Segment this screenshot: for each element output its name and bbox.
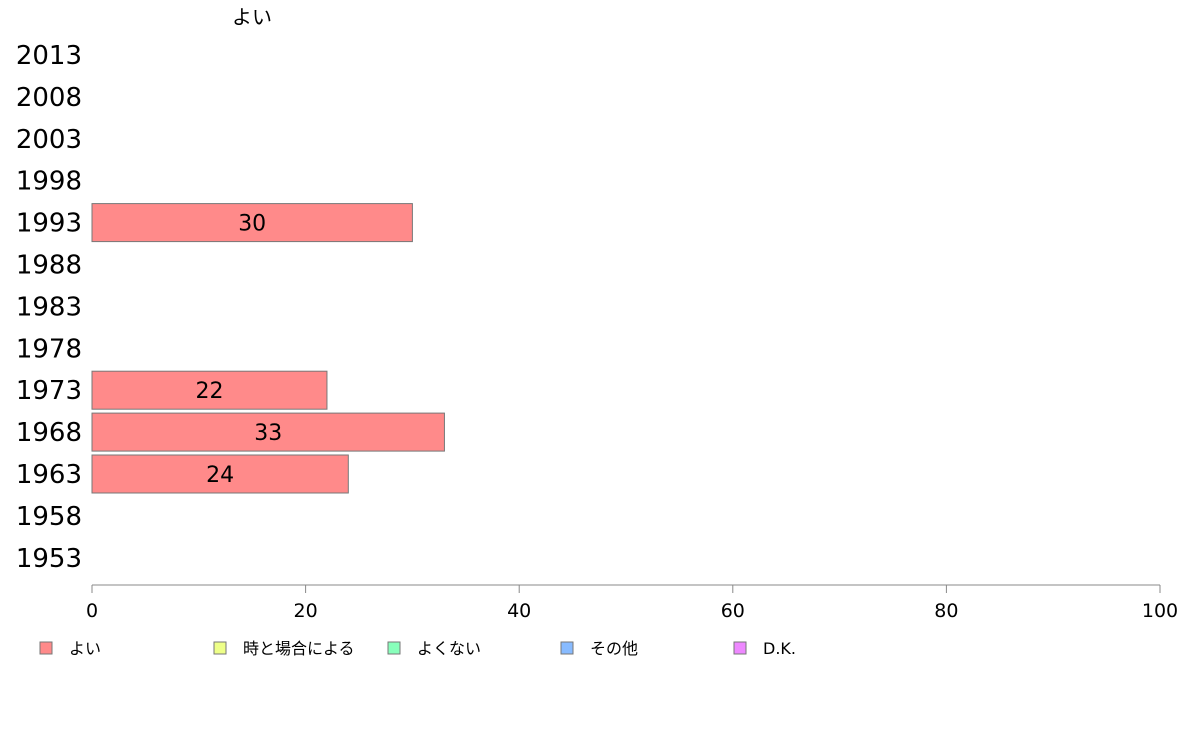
x-tick-label-60: 60 <box>721 600 745 622</box>
legend-label-3: その他 <box>590 639 638 658</box>
legend-swatch-2 <box>387 641 401 655</box>
chart-title: よい <box>232 5 272 29</box>
x-axis: 0 20 40 60 80 100 <box>86 584 1178 622</box>
legend-swatch-1 <box>213 641 227 655</box>
data-label-1963: 24 <box>206 463 234 488</box>
y-tick-label-1988: 1988 <box>16 251 82 281</box>
y-tick-label-2003: 2003 <box>16 125 82 155</box>
y-tick-label-1973: 1973 <box>16 376 82 406</box>
legend-swatch-3 <box>560 641 574 655</box>
bar-1993 <box>91 203 413 243</box>
y-tick-label-1953: 1953 <box>16 544 82 574</box>
y-tick-label-2013: 2013 <box>16 41 82 71</box>
y-tick-label-2008: 2008 <box>16 83 82 113</box>
bars: 30 22 33 24 <box>91 203 445 494</box>
legend-swatch-4 <box>733 641 747 655</box>
y-tick-label-1983: 1983 <box>16 292 82 322</box>
x-tick-label-100: 100 <box>1142 600 1178 622</box>
data-label-1993: 30 <box>238 212 266 237</box>
legend-label-1: 時と場合による <box>243 639 355 658</box>
y-tick-label-1998: 1998 <box>16 167 82 197</box>
bar-1968 <box>91 412 445 452</box>
data-label-1973: 22 <box>195 379 223 404</box>
y-tick-label-1968: 1968 <box>16 418 82 448</box>
y-tick-label-1978: 1978 <box>16 334 82 364</box>
legend-label-0: よい <box>69 639 101 658</box>
y-tick-label-1993: 1993 <box>16 209 82 239</box>
x-tick-label-20: 20 <box>294 600 318 622</box>
x-tick-label-0: 0 <box>86 600 98 622</box>
y-tick-label-1963: 1963 <box>16 460 82 490</box>
bar-1963 <box>91 454 349 494</box>
bar-1973 <box>91 370 328 410</box>
data-label-1968: 33 <box>254 421 282 446</box>
legend-label-2: よくない <box>417 639 481 658</box>
y-tick-label-1958: 1958 <box>16 502 82 532</box>
legend-swatch-0 <box>39 641 53 655</box>
y-axis: 2013 2008 2003 1998 1993 1988 1983 1978 1973 1968… <box>16 41 82 574</box>
x-tick-label-40: 40 <box>507 600 531 622</box>
legend: よい 時と場合による よくない その他 D.K. <box>39 639 796 658</box>
x-tick-label-80: 80 <box>934 600 958 622</box>
legend-label-4: D.K. <box>763 639 796 658</box>
